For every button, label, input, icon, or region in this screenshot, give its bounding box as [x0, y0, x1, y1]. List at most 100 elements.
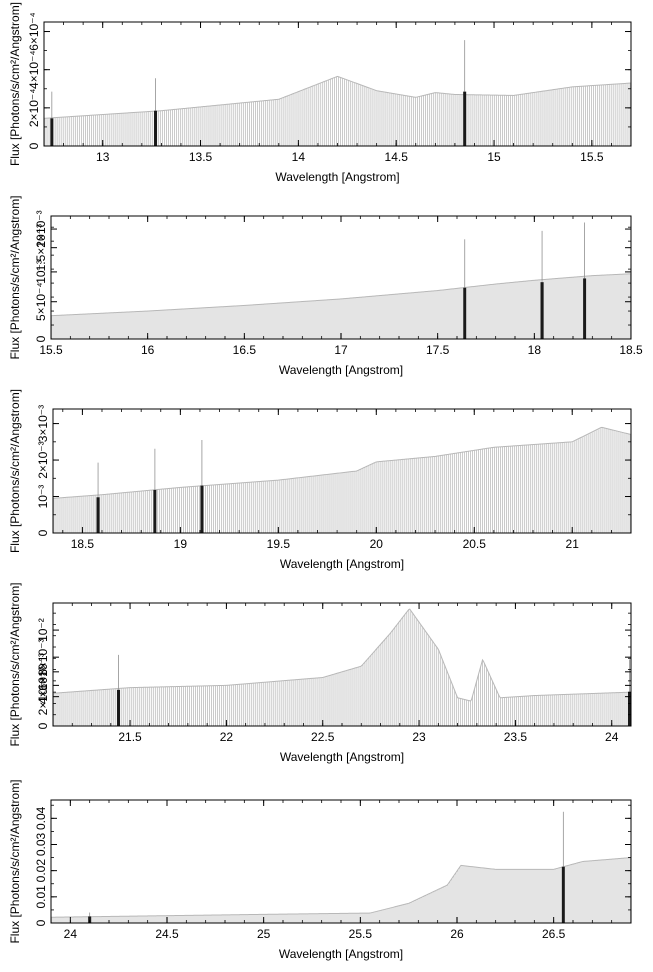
- x-tick-label: 23: [412, 730, 426, 744]
- x-tick-label: 13: [96, 150, 110, 164]
- line-bar: [628, 692, 631, 726]
- y-axis-title: Flux [Photons/s/cm²/Angstrom]: [8, 2, 22, 166]
- panels: 13 13.5 14 14.5 15 15.502×10⁻⁴4×10⁻⁴6×10⁻⁴Wav…: [8, 2, 643, 961]
- x-axis-title: Wavelength [Angstrom]: [279, 363, 403, 377]
- y-tick-label: 4×10⁻³: [36, 667, 50, 704]
- y-tick-label: 10⁻³: [36, 485, 50, 509]
- line-feature-3: [463, 40, 467, 146]
- continuum-envelope: [50, 273, 632, 317]
- x-tick-label: 24.5: [155, 927, 179, 941]
- y-axis-title: Flux [Photons/s/cm²/Angstrom]: [8, 195, 22, 359]
- continuum-envelope: [52, 426, 632, 499]
- spectrum-panel-3: 18.5 19 19.5 20 20.5 21 0 10⁻³ 2×10⁻³3×10⁻³ Wavel…: [8, 389, 632, 571]
- y-tick-label: 10⁻³: [34, 260, 48, 284]
- y-tick-label: 5×10⁻⁴: [34, 282, 48, 321]
- line-feature-1: [50, 91, 54, 146]
- continuum-envelope: [52, 608, 632, 702]
- line-feature-1: [463, 239, 467, 339]
- x-tick-label: 18.5: [619, 343, 643, 357]
- line-feature-2: [153, 448, 157, 533]
- x-tick-label: 19.5: [267, 537, 291, 551]
- line-bar: [540, 282, 544, 339]
- continuum-bins: [44, 76, 631, 146]
- y-tick-label: 0.03: [34, 832, 48, 856]
- continuum-envelope: [50, 857, 632, 918]
- line-feature-3: [200, 440, 204, 533]
- line-feature-1: [117, 654, 121, 726]
- line-bar: [154, 110, 158, 146]
- x-tick-label: 16.5: [233, 343, 257, 357]
- line-feature-2: [154, 78, 158, 146]
- line-bar: [463, 91, 467, 146]
- y-axis-title: Flux [Photons/s/cm²/Angstrom]: [8, 779, 22, 943]
- x-tick-label: 13.5: [189, 150, 213, 164]
- x-tick-label: 17.5: [426, 343, 450, 357]
- continuum-bins: [53, 609, 631, 726]
- spectrum-panel-5: 24 24.5 25 25.5 26 26.5 0 0.01 0.02 0.03 0.04 Wavel…: [8, 779, 632, 961]
- x-tick-label: 22.5: [311, 730, 335, 744]
- line-bar: [153, 489, 157, 533]
- x-tick-label: 18.5: [71, 537, 95, 551]
- x-tick-label: 26.5: [542, 927, 566, 941]
- y-tick-label: 10⁻²: [36, 618, 50, 642]
- x-tick-label: 20: [370, 537, 384, 551]
- y-tick-label: 6×10⁻³: [36, 653, 50, 690]
- y-axis-title: Flux [Photons/s/cm²/Angstrom]: [8, 389, 22, 553]
- y-tick-label: 0: [27, 142, 41, 149]
- y-tick-label: 2×10⁻³: [34, 210, 48, 247]
- y-tick-label: 0: [34, 335, 48, 342]
- y-tick-label: 2×10⁻⁴: [27, 89, 41, 128]
- y-tick-label: 6×10⁻⁴: [27, 12, 41, 51]
- continuum-bins: [53, 427, 631, 533]
- line-bar: [88, 916, 92, 923]
- x-axis-title: Wavelength [Angstrom]: [279, 947, 403, 961]
- x-axis-title: Wavelength [Angstrom]: [280, 750, 404, 764]
- continuum-envelope: [43, 75, 632, 119]
- spectrum-panel-2: 15.5 16 16.5 17 17.5 18 18.5 0 5×10⁻⁴10⁻³1.5×10⁻…: [8, 195, 643, 377]
- line-bar: [50, 118, 54, 146]
- y-tick-label: 2×10⁻³: [36, 678, 50, 715]
- y-tick-label: 0.01: [34, 885, 48, 909]
- line-feature-1: [96, 462, 100, 533]
- y-tick-label: 0.04: [34, 806, 48, 830]
- y-tick-label: 0.02: [34, 859, 48, 883]
- x-tick-label: 21: [566, 537, 580, 551]
- x-tick-label: 17: [334, 343, 348, 357]
- line-bar: [463, 287, 467, 339]
- line-bar: [117, 689, 121, 726]
- x-tick-label: 22: [220, 730, 234, 744]
- line-bar: [583, 278, 587, 339]
- y-tick-label: 4×10⁻⁴: [27, 50, 41, 89]
- x-tick-label: 25.5: [349, 927, 373, 941]
- x-axis-title: Wavelength [Angstrom]: [275, 170, 399, 184]
- y-tick-label: 3×10⁻³: [36, 405, 50, 442]
- continuum-bins: [51, 857, 631, 923]
- x-tick-label: 15: [487, 150, 501, 164]
- x-tick-label: 18: [528, 343, 542, 357]
- x-tick-label: 25: [257, 927, 271, 941]
- line-feature-2: [540, 230, 544, 339]
- line-bar: [96, 497, 100, 533]
- y-tick-label: 2×10⁻³: [36, 441, 50, 478]
- spectrum-panel-1: 13 13.5 14 14.5 15 15.5 0 2×10⁻⁴4×10⁻⁴6×10⁻⁴ Wav…: [8, 2, 632, 184]
- x-tick-label: 16: [141, 343, 155, 357]
- x-tick-label: 24: [64, 927, 78, 941]
- spectrum-panel-4: 21.5 22 22.5 23 23.5 24 0 2×10⁻³4×10⁻³6×10⁻³8×1…: [8, 582, 632, 764]
- x-tick-label: 20.5: [463, 537, 487, 551]
- y-tick-label: 0: [36, 722, 50, 729]
- x-tick-label: 14.5: [385, 150, 409, 164]
- x-tick-label: 26: [450, 927, 464, 941]
- x-tick-label: 21.5: [118, 730, 142, 744]
- line-feature-2: [628, 659, 631, 726]
- x-tick-label: 24: [605, 730, 619, 744]
- x-tick-label: 15.5: [39, 343, 63, 357]
- line-feature-1: [88, 912, 92, 923]
- x-tick-label: 15.5: [580, 150, 604, 164]
- y-tick-label: 0: [34, 919, 48, 926]
- plot-frame: [52, 408, 632, 534]
- line-feature-2: [561, 811, 565, 923]
- y-tick-label: 0: [36, 529, 50, 536]
- y-axis-title: Flux [Photons/s/cm²/Angstrom]: [8, 582, 22, 746]
- line-bar: [200, 485, 204, 533]
